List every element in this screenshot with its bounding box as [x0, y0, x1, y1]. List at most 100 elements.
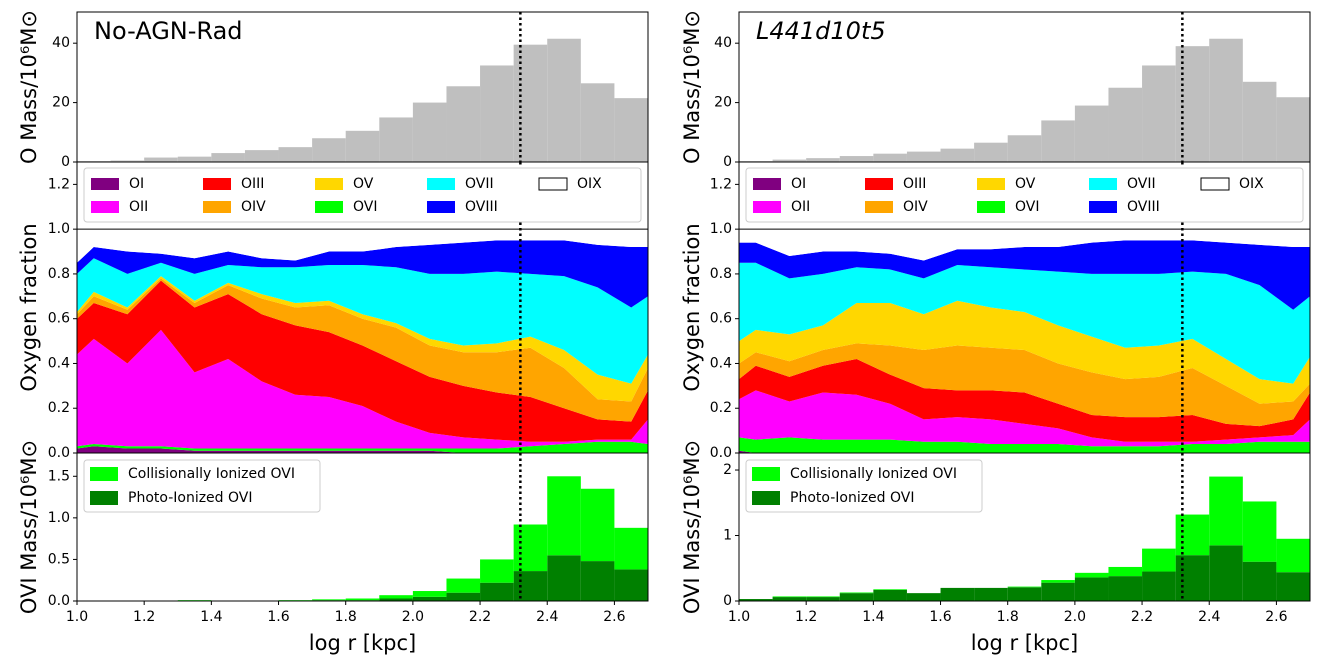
legend-label: OIII	[241, 176, 264, 192]
x-axis-label: log r [kpc]	[971, 631, 1078, 655]
bar	[1142, 571, 1176, 601]
y-tick-label: 0.0	[48, 445, 70, 461]
x-tick-label: 2.0	[402, 609, 424, 625]
bar	[513, 524, 548, 572]
bar	[513, 44, 548, 163]
area	[77, 276, 648, 402]
bar	[839, 592, 874, 594]
y-tick-label: 20	[52, 95, 70, 111]
area	[77, 240, 648, 308]
legend-swatch	[203, 178, 231, 190]
bar	[244, 150, 279, 162]
legend-label: OVII	[465, 176, 494, 192]
area	[77, 280, 648, 442]
bar	[412, 596, 447, 601]
x-tick-label: 1.2	[795, 609, 817, 625]
bar	[446, 592, 481, 601]
bar	[1276, 538, 1310, 573]
y-axis-label: OVI Mass/10⁶M⊙	[17, 440, 41, 614]
legend-swatch	[1089, 201, 1117, 213]
bar	[1108, 566, 1143, 577]
bar	[839, 593, 874, 601]
bar	[1242, 501, 1277, 562]
x-tick-label: 1.8	[335, 609, 357, 625]
axes-frame	[76, 452, 649, 602]
y-tick-label: 0.2	[48, 400, 70, 416]
panel-title: L441d10t5	[756, 17, 886, 45]
legend-label: OII	[791, 199, 810, 215]
area	[739, 229, 1310, 261]
y-tick-label: 0	[61, 154, 70, 170]
legend-label: OVI	[353, 199, 377, 215]
legend-swatch	[91, 201, 119, 213]
bar	[547, 555, 581, 601]
y-tick-label: 0	[723, 154, 732, 170]
bar	[446, 86, 481, 162]
bar	[739, 599, 773, 601]
bar	[312, 599, 346, 601]
area	[739, 300, 1310, 404]
bar	[1108, 576, 1143, 601]
legend-label: OIII	[903, 176, 926, 192]
y-tick-label: 40	[52, 35, 70, 51]
legend-label: OVII	[1127, 176, 1156, 192]
legend-label: OVI	[1015, 199, 1039, 215]
y-tick-label: 0.0	[710, 445, 732, 461]
legend-label: OIX	[1239, 176, 1264, 192]
bar	[580, 561, 615, 601]
legend-swatch	[427, 201, 455, 213]
bar	[547, 476, 581, 556]
y-tick-label: 1.5	[48, 468, 70, 484]
bar	[873, 589, 907, 590]
legend-label: OV	[1015, 176, 1036, 192]
legend-label: Collisionally Ionized OVI	[790, 466, 957, 482]
bar	[906, 151, 941, 162]
bar	[379, 598, 413, 601]
x-tick-label: 2.4	[536, 609, 558, 625]
legend-label: OIV	[241, 199, 266, 215]
legend-swatch	[315, 178, 343, 190]
x-tick-label: 2.6	[1265, 609, 1287, 625]
bar	[1209, 545, 1243, 601]
legend-swatch	[427, 178, 455, 190]
bar	[614, 98, 648, 162]
bar	[446, 578, 481, 593]
x-tick-label: 1.4	[862, 609, 884, 625]
bar	[345, 130, 380, 162]
legend-label: OI	[791, 176, 806, 192]
bar	[614, 527, 648, 570]
legend-swatch	[865, 178, 893, 190]
bar	[873, 589, 907, 601]
legend-swatch	[752, 467, 780, 481]
area	[739, 240, 1310, 310]
bar	[345, 598, 380, 601]
y-tick-label: 0.6	[710, 311, 732, 327]
bar	[1209, 38, 1243, 162]
legend-swatch	[1089, 178, 1117, 190]
y-tick-label: 0.0	[48, 593, 70, 609]
x-tick-label: 1.8	[997, 609, 1019, 625]
bar	[772, 159, 807, 162]
bar	[806, 596, 840, 598]
bar	[940, 148, 975, 162]
bar	[1175, 555, 1210, 601]
area	[77, 441, 648, 453]
bar	[1074, 577, 1109, 601]
y-axis-label: O Mass/10⁶M⊙	[17, 10, 41, 164]
x-tick-label: 1.0	[66, 609, 88, 625]
bar	[974, 142, 1008, 162]
bar	[1276, 97, 1310, 162]
y-tick-label: 0.4	[48, 355, 70, 371]
bar	[177, 156, 212, 162]
y-tick-label: 0.6	[48, 311, 70, 327]
x-axis-label: log r [kpc]	[309, 631, 416, 655]
bar	[580, 488, 615, 562]
bar	[772, 597, 807, 601]
legend-swatch	[753, 178, 781, 190]
bar	[806, 158, 840, 162]
x-tick-label: 1.2	[133, 609, 155, 625]
legend-swatch	[1200, 177, 1230, 191]
y-tick-label: 1	[723, 528, 732, 544]
legend-swatch	[315, 201, 343, 213]
